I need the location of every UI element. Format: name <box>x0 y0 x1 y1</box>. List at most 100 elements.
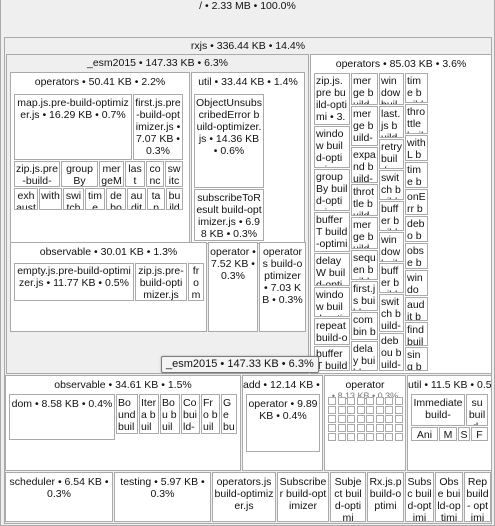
op-col2-1[interactable]: merge build-optim <box>351 106 378 146</box>
op-col4-0[interactable]: time build- <box>405 73 428 103</box>
op-col3-0[interactable]: window build-optim <box>379 73 404 105</box>
op-col4-8[interactable]: audit build- <box>405 297 428 321</box>
operator-mini-cell[interactable] <box>375 415 384 423</box>
operator-mini-cell[interactable] <box>385 406 393 414</box>
op-col4-6[interactable]: obse build- <box>405 243 428 269</box>
operator-mini-cell[interactable] <box>385 424 393 432</box>
immediate-module[interactable]: Immediate build- <box>411 394 465 426</box>
operator-mini-cell[interactable] <box>328 406 336 414</box>
operator-mini-cell[interactable] <box>385 433 393 441</box>
op-col1-7[interactable]: bufferT build- <box>314 346 350 371</box>
subscribe-to-result-module[interactable]: subscribeToResult build-optimizer.js • 6… <box>194 189 264 241</box>
time-module[interactable]: time <box>85 188 105 210</box>
operator-mini-cell[interactable] <box>366 433 374 441</box>
op-col1-5[interactable]: window build-optimi <box>314 287 350 317</box>
op-col3-2[interactable]: retry build- <box>379 139 404 169</box>
rx-module[interactable]: Rx.js.p build-optimi <box>367 472 404 522</box>
dom-module[interactable]: dom • 8.58 KB • 0.4% <box>9 394 115 440</box>
operator-mini-cell[interactable] <box>347 406 355 414</box>
operator-module[interactable]: operator • 7.52 KB • 0.3% <box>208 242 258 332</box>
obse-module[interactable]: Obse build-optimi <box>435 472 463 522</box>
util-row-2[interactable]: S <box>458 427 470 441</box>
op-col4-9[interactable]: find build- <box>405 322 428 346</box>
util-row-3[interactable]: F <box>471 427 488 441</box>
op-col2-6[interactable]: first.js build- <box>351 281 378 311</box>
operator-mini-cell[interactable] <box>356 406 365 414</box>
groupby-module[interactable]: groupBy <box>61 161 98 187</box>
util-row-1[interactable]: Ma <box>439 427 457 441</box>
op-col4-10[interactable]: sing build- <box>405 347 428 371</box>
obs-small-1[interactable]: Itera build- optim <box>139 394 159 434</box>
operator-mini-cell[interactable] <box>347 415 355 423</box>
op-col2-8[interactable]: delay build- <box>351 341 378 371</box>
rep-module[interactable]: Rep build- optimi <box>464 472 491 522</box>
op-col3-1[interactable]: last.js build- <box>379 106 404 138</box>
obs-small-2[interactable]: Bou build- optim <box>160 394 180 434</box>
operators-file-module[interactable]: operators build-optimizer • 7.03 KB • 0.… <box>259 242 306 332</box>
tap-module[interactable]: tap <box>147 188 165 210</box>
switch2-module[interactable]: switch <box>63 188 84 210</box>
operator-mini-cell[interactable] <box>394 397 403 405</box>
obs-small-5[interactable]: Ge build- optim <box>221 394 237 434</box>
last-module[interactable]: last <box>125 161 145 187</box>
op-col1-6[interactable]: repeat build-optimi <box>314 318 350 345</box>
operator-mini-cell[interactable] <box>356 397 365 405</box>
op-col3-3[interactable]: switch build- <box>379 170 404 200</box>
obs-small-4[interactable]: Fro build- optim <box>201 394 220 434</box>
op-col1-2[interactable]: groupBy build-optimi <box>314 169 350 211</box>
op-col2-2[interactable]: expand build- <box>351 147 378 183</box>
object-unsubscribed-module[interactable]: ObjectUnsubscribedError build-optimizer.… <box>194 94 264 188</box>
op-col1-1[interactable]: window build-optimi <box>314 126 350 168</box>
exhaust-module[interactable]: exhaust <box>14 188 38 210</box>
empty-module[interactable]: empty.js.pre-build-optimizer.js • 11.77 … <box>14 263 134 301</box>
op-col1-0[interactable]: zip.js.pre build-optimi • 3.32 <box>314 73 350 125</box>
op-col4-3[interactable]: time build- <box>405 162 428 188</box>
operator-mini-cell[interactable] <box>366 397 374 405</box>
op-col2-0[interactable]: merge build-optim <box>351 73 378 105</box>
subject-module[interactable]: Subject build-optimi <box>330 472 366 522</box>
zip-observable-module[interactable]: zip.js.pre-build-optimizer.js <box>135 263 187 301</box>
op-col3-4[interactable]: buffer build- <box>379 201 404 231</box>
op-col1-4[interactable]: delayW build-optimi <box>314 253 350 286</box>
op-col2-7[interactable]: combin build- <box>351 312 378 340</box>
operator-mini-cell[interactable] <box>356 415 365 423</box>
operator-mini-cell[interactable] <box>337 433 346 441</box>
obs-small-3[interactable]: Co build- optim <box>181 394 200 434</box>
operator-mini-cell[interactable] <box>328 397 336 405</box>
util-row-0[interactable]: Anim <box>411 427 438 441</box>
operator-mini-cell[interactable] <box>337 424 346 432</box>
op-col4-1[interactable]: throttle build- <box>405 104 428 134</box>
concat-module[interactable]: concat <box>146 161 164 187</box>
operator-mini-cell[interactable] <box>394 424 403 432</box>
with-module[interactable]: with <box>39 188 62 210</box>
audit-module[interactable]: audit <box>127 188 146 210</box>
build-module[interactable]: build <box>166 188 183 210</box>
op-col4-5[interactable]: debo build- <box>405 216 428 242</box>
operator-mini-cell[interactable] <box>356 424 365 432</box>
mergemap-module[interactable]: mergeMap <box>99 161 124 187</box>
op-col2-4[interactable]: merge build- <box>351 217 378 249</box>
operator-mini-cell[interactable] <box>337 406 346 414</box>
obs-small-0[interactable]: Bound build- optim <box>116 394 138 434</box>
op-col2-3[interactable]: throttle build- <box>351 184 378 216</box>
op-col3-8[interactable]: debou build- <box>379 333 404 371</box>
operator-mini-cell[interactable] <box>328 424 336 432</box>
operator-mini-cell[interactable] <box>366 415 374 423</box>
op-col3-5[interactable]: window build- <box>379 232 404 262</box>
add-operator-module[interactable]: operator • 9.89 KB • 0.4% <box>246 394 320 452</box>
op-col1-3[interactable]: bufferT build-optimi <box>314 212 350 252</box>
operator-mini-cell[interactable] <box>385 397 393 405</box>
operator-mini-cell[interactable] <box>375 433 384 441</box>
operator-mini-cell[interactable] <box>347 424 355 432</box>
operator-mini-cell[interactable] <box>337 415 346 423</box>
from-module[interactable]: from <box>188 263 204 301</box>
op-col2-5[interactable]: sequen build- <box>351 250 378 280</box>
operator-mini-cell[interactable] <box>394 433 403 441</box>
operator-mini-cell[interactable] <box>328 415 336 423</box>
op-col4-2[interactable]: withL build- <box>405 135 428 161</box>
operator-mini-cell[interactable] <box>347 397 355 405</box>
subsc-module[interactable]: Subsc build-optimi <box>405 472 434 522</box>
zip-module[interactable]: zip.js.pre-build- <box>14 161 60 187</box>
operators-js-module[interactable]: operators.js build-optimizer.js <box>212 472 276 522</box>
operator-mini-cell[interactable] <box>328 433 336 441</box>
